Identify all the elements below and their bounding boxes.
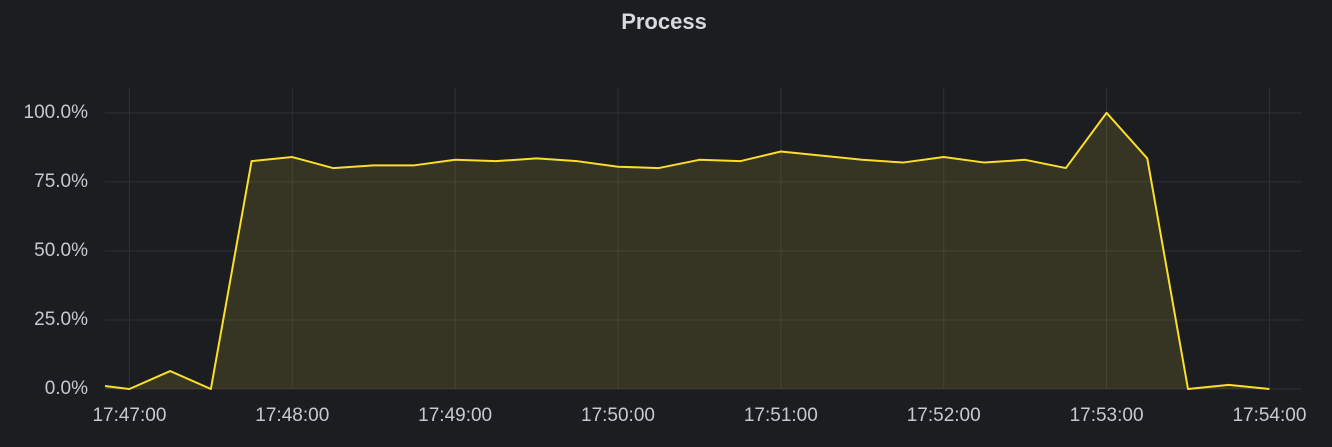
x-tick-label: 17:47:00 (92, 405, 166, 426)
x-tick-label: 17:51:00 (744, 405, 818, 426)
y-tick-label: 50.0% (34, 240, 88, 261)
line (104, 111, 1270, 390)
y-tick-label: 100.0% (24, 102, 89, 123)
x-tick-label: 17:49:00 (418, 405, 492, 426)
x-tick-label: 17:53:00 (1070, 405, 1144, 426)
x-tick-label: 17:48:00 (255, 405, 329, 426)
chart-title: Process (621, 9, 707, 34)
x-tick-label: 17:52:00 (907, 405, 981, 426)
y-tick-label: 25.0% (34, 309, 88, 330)
area-fill (105, 112, 1270, 389)
x-tick-label: 17:50:00 (581, 405, 655, 426)
y-tick-label: 0.0% (45, 378, 88, 399)
x-tick-label: 17:54:00 (1232, 405, 1306, 426)
y-tick-label: 75.0% (34, 171, 88, 192)
